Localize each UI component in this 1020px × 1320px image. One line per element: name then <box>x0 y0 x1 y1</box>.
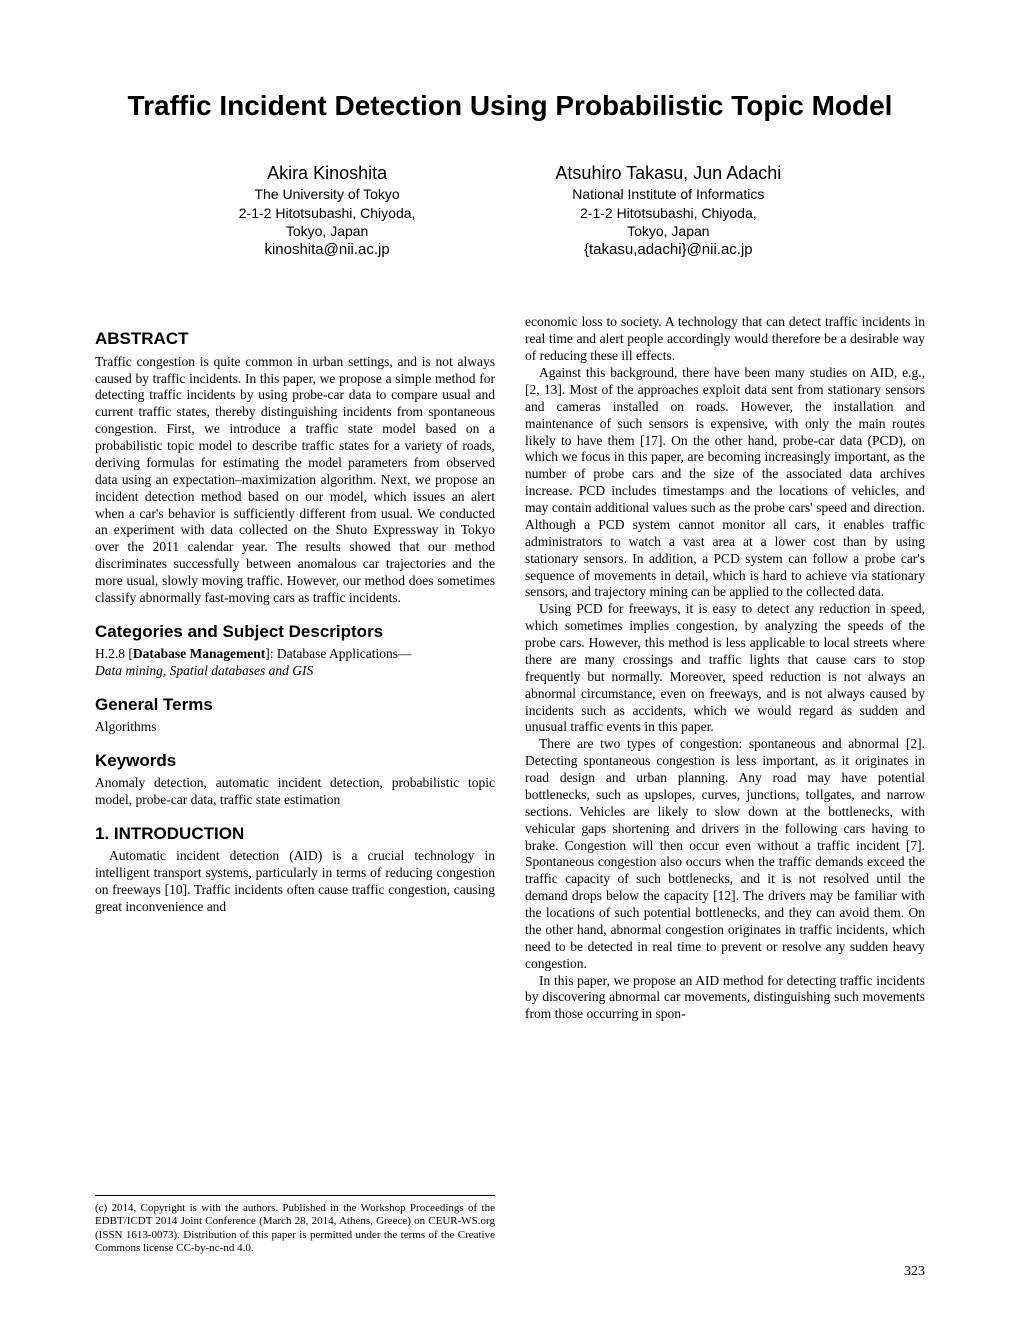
abstract-heading: ABSTRACT <box>95 328 495 349</box>
authors-block: Akira Kinoshita The University of Tokyo … <box>95 162 925 259</box>
author-affiliation: National Institute of Informatics <box>555 185 781 203</box>
author-left: Akira Kinoshita The University of Tokyo … <box>239 162 416 259</box>
categories-text: H.2.8 [Database Management]: Database Ap… <box>95 646 495 680</box>
abstract-text: Traffic congestion is quite common in ur… <box>95 354 495 607</box>
general-terms-heading: General Terms <box>95 694 495 715</box>
categories-italic: Data mining, Spatial databases and GIS <box>95 663 313 678</box>
author-address: 2-1-2 Hitotsubashi, Chiyoda, <box>555 204 781 222</box>
col2-paragraph-3: Using PCD for freeways, it is easy to de… <box>525 601 925 736</box>
categories-bold: Database Management <box>133 646 265 661</box>
author-name: Atsuhiro Takasu, Jun Adachi <box>555 162 781 185</box>
left-column: ABSTRACT Traffic congestion is quite com… <box>95 314 495 1023</box>
author-address: 2-1-2 Hitotsubashi, Chiyoda, <box>239 204 416 222</box>
author-right: Atsuhiro Takasu, Jun Adachi National Ins… <box>555 162 781 259</box>
categories-suffix: ]: Database Applications— <box>265 646 411 661</box>
author-city: Tokyo, Japan <box>555 222 781 240</box>
author-email: kinoshita@nii.ac.jp <box>239 240 416 260</box>
general-terms-text: Algorithms <box>95 719 495 736</box>
col2-paragraph-1: economic loss to society. A technology t… <box>525 314 925 365</box>
keywords-heading: Keywords <box>95 750 495 771</box>
paper-title: Traffic Incident Detection Using Probabi… <box>95 90 925 122</box>
categories-heading: Categories and Subject Descriptors <box>95 621 495 642</box>
content-columns: ABSTRACT Traffic congestion is quite com… <box>95 314 925 1023</box>
author-city: Tokyo, Japan <box>239 222 416 240</box>
copyright-notice: (c) 2014, Copyright is with the authors.… <box>95 1195 495 1255</box>
col2-paragraph-5: In this paper, we propose an AID method … <box>525 973 925 1024</box>
right-column: economic loss to society. A technology t… <box>525 314 925 1023</box>
keywords-text: Anomaly detection, automatic incident de… <box>95 775 495 809</box>
author-affiliation: The University of Tokyo <box>239 185 416 203</box>
categories-prefix: H.2.8 [ <box>95 646 133 661</box>
author-email: {takasu,adachi}@nii.ac.jp <box>555 240 781 260</box>
introduction-heading: 1. INTRODUCTION <box>95 823 495 844</box>
col2-paragraph-2: Against this background, there have been… <box>525 365 925 601</box>
page-number: 323 <box>904 1264 925 1280</box>
intro-paragraph-1: Automatic incident detection (AID) is a … <box>95 848 495 916</box>
author-name: Akira Kinoshita <box>239 162 416 185</box>
col2-paragraph-4: There are two types of congestion: spont… <box>525 736 925 972</box>
